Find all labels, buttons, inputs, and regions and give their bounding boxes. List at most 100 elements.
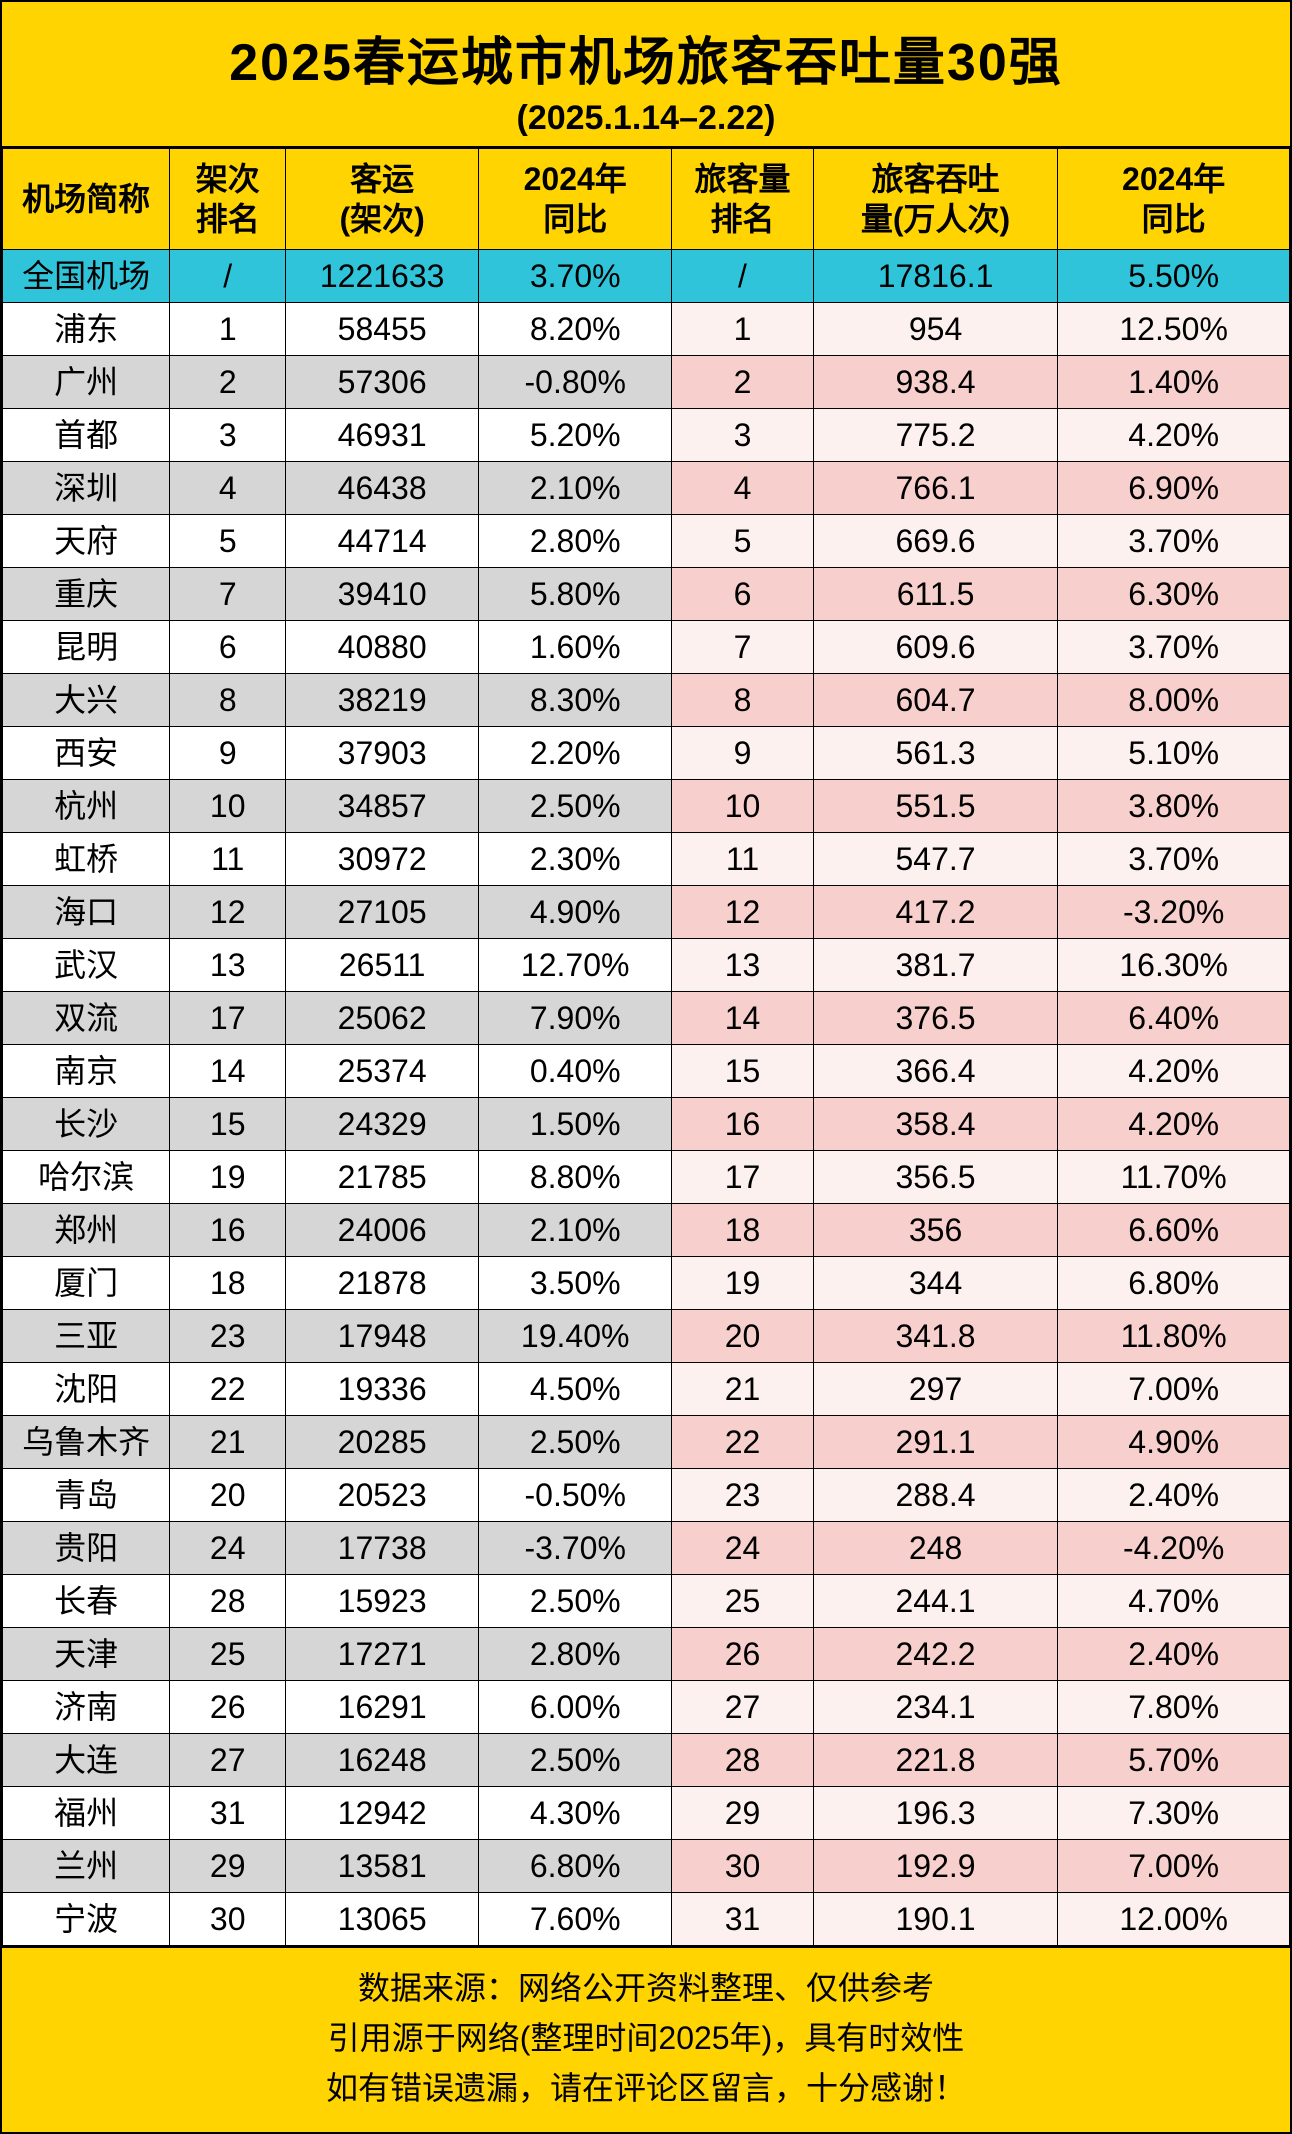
table-cell: 青岛 xyxy=(3,1469,170,1522)
table-cell: 611.5 xyxy=(813,568,1058,621)
table-cell: 8.00% xyxy=(1058,674,1290,727)
table-row: 虹桥11309722.30%11547.73.70% xyxy=(3,833,1290,886)
table-cell: 7.90% xyxy=(479,992,672,1045)
table-cell: 天府 xyxy=(3,515,170,568)
table-cell: 297 xyxy=(813,1363,1058,1416)
table-cell: 20523 xyxy=(286,1469,479,1522)
table-cell: 1.40% xyxy=(1058,356,1290,409)
table-cell: 浦东 xyxy=(3,303,170,356)
table-cell: 6.80% xyxy=(1058,1257,1290,1310)
title-block: 2025春运城市机场旅客吞吐量30强 (2025.1.14–2.22) xyxy=(2,2,1290,148)
table-cell: 重庆 xyxy=(3,568,170,621)
table-cell: 天津 xyxy=(3,1628,170,1681)
table-cell: 虹桥 xyxy=(3,833,170,886)
table-cell: -0.80% xyxy=(479,356,672,409)
table-cell: 20 xyxy=(170,1469,286,1522)
table-cell: 5.80% xyxy=(479,568,672,621)
table-cell: 44714 xyxy=(286,515,479,568)
table-cell: 8.30% xyxy=(479,674,672,727)
table-cell: 16 xyxy=(672,1098,814,1151)
table-cell: 25 xyxy=(170,1628,286,1681)
table-cell: -4.20% xyxy=(1058,1522,1290,1575)
table-cell: 2.10% xyxy=(479,462,672,515)
table-cell: 356.5 xyxy=(813,1151,1058,1204)
table-cell: 26511 xyxy=(286,939,479,992)
table-cell: 长沙 xyxy=(3,1098,170,1151)
table-cell: 福州 xyxy=(3,1787,170,1840)
table-cell: 21 xyxy=(170,1416,286,1469)
table-row: 长春28159232.50%25244.14.70% xyxy=(3,1575,1290,1628)
table-cell: 11.70% xyxy=(1058,1151,1290,1204)
table-cell: 221.8 xyxy=(813,1734,1058,1787)
table-cell: 14 xyxy=(170,1045,286,1098)
table-row: 沈阳22193364.50%212977.00% xyxy=(3,1363,1290,1416)
table-row: 青岛2020523-0.50%23288.42.40% xyxy=(3,1469,1290,1522)
table-cell: 南京 xyxy=(3,1045,170,1098)
table-cell: 248 xyxy=(813,1522,1058,1575)
table-cell: 1.50% xyxy=(479,1098,672,1151)
table-cell: 哈尔滨 xyxy=(3,1151,170,1204)
table-cell: 5.20% xyxy=(479,409,672,462)
table-cell: 15 xyxy=(672,1045,814,1098)
table-cell: 20 xyxy=(672,1310,814,1363)
table-head: 机场简称架次排名客运(架次)2024年同比旅客量排名旅客吞吐量(万人次)2024… xyxy=(3,149,1290,250)
table-cell: 5 xyxy=(170,515,286,568)
table-cell: 19 xyxy=(170,1151,286,1204)
table-row: 深圳4464382.10%4766.16.90% xyxy=(3,462,1290,515)
table-cell: 27 xyxy=(672,1681,814,1734)
table-cell: 6.40% xyxy=(1058,992,1290,1045)
table-cell: 1.60% xyxy=(479,621,672,674)
table-cell: 18 xyxy=(672,1204,814,1257)
table-cell: 长春 xyxy=(3,1575,170,1628)
table-cell: 宁波 xyxy=(3,1893,170,1946)
table-cell: 6.00% xyxy=(479,1681,672,1734)
table-cell: 291.1 xyxy=(813,1416,1058,1469)
table-cell: 6 xyxy=(170,621,286,674)
table-cell: 13581 xyxy=(286,1840,479,1893)
table-cell: 19.40% xyxy=(479,1310,672,1363)
table-cell: -3.70% xyxy=(479,1522,672,1575)
table-cell: 344 xyxy=(813,1257,1058,1310)
table-cell: 2.80% xyxy=(479,1628,672,1681)
table-cell: 4.90% xyxy=(479,886,672,939)
table-row: 长沙15243291.50%16358.44.20% xyxy=(3,1098,1290,1151)
table-row: 哈尔滨19217858.80%17356.511.70% xyxy=(3,1151,1290,1204)
table-cell: 13 xyxy=(672,939,814,992)
table-cell: 22 xyxy=(672,1416,814,1469)
table-cell: 7.60% xyxy=(479,1893,672,1946)
table-cell: 8.80% xyxy=(479,1151,672,1204)
table-row: 天津25172712.80%26242.22.40% xyxy=(3,1628,1290,1681)
table-cell: 2.40% xyxy=(1058,1628,1290,1681)
table-cell: 3 xyxy=(672,409,814,462)
table-cell: 12 xyxy=(170,886,286,939)
table-cell: 3.70% xyxy=(1058,833,1290,886)
table-body: 全国机场/12216333.70%/17816.15.50%浦东1584558.… xyxy=(3,250,1290,1946)
table-cell: -3.20% xyxy=(1058,886,1290,939)
table-cell: 三亚 xyxy=(3,1310,170,1363)
table-cell: 12 xyxy=(672,886,814,939)
table-cell: 2.30% xyxy=(479,833,672,886)
table-cell: 244.1 xyxy=(813,1575,1058,1628)
table-row: 首都3469315.20%3775.24.20% xyxy=(3,409,1290,462)
table-cell: 21785 xyxy=(286,1151,479,1204)
table-cell: 8 xyxy=(672,674,814,727)
table-row: 乌鲁木齐21202852.50%22291.14.90% xyxy=(3,1416,1290,1469)
table-cell: 沈阳 xyxy=(3,1363,170,1416)
table-cell: 4 xyxy=(170,462,286,515)
table-cell: 11 xyxy=(672,833,814,886)
table-cell: 5 xyxy=(672,515,814,568)
table-cell: 288.4 xyxy=(813,1469,1058,1522)
table-cell: 3.70% xyxy=(479,250,672,303)
table-cell: 13 xyxy=(170,939,286,992)
table-cell: 24 xyxy=(170,1522,286,1575)
table-row: 西安9379032.20%9561.35.10% xyxy=(3,727,1290,780)
column-header: 旅客吞吐量(万人次) xyxy=(813,149,1058,250)
table-cell: 7.00% xyxy=(1058,1363,1290,1416)
table-cell: 5.70% xyxy=(1058,1734,1290,1787)
table-cell: 604.7 xyxy=(813,674,1058,727)
table-cell: 551.5 xyxy=(813,780,1058,833)
table-cell: 23 xyxy=(672,1469,814,1522)
table-cell: 30 xyxy=(170,1893,286,1946)
table-cell: 39410 xyxy=(286,568,479,621)
table-cell: 2.50% xyxy=(479,1734,672,1787)
